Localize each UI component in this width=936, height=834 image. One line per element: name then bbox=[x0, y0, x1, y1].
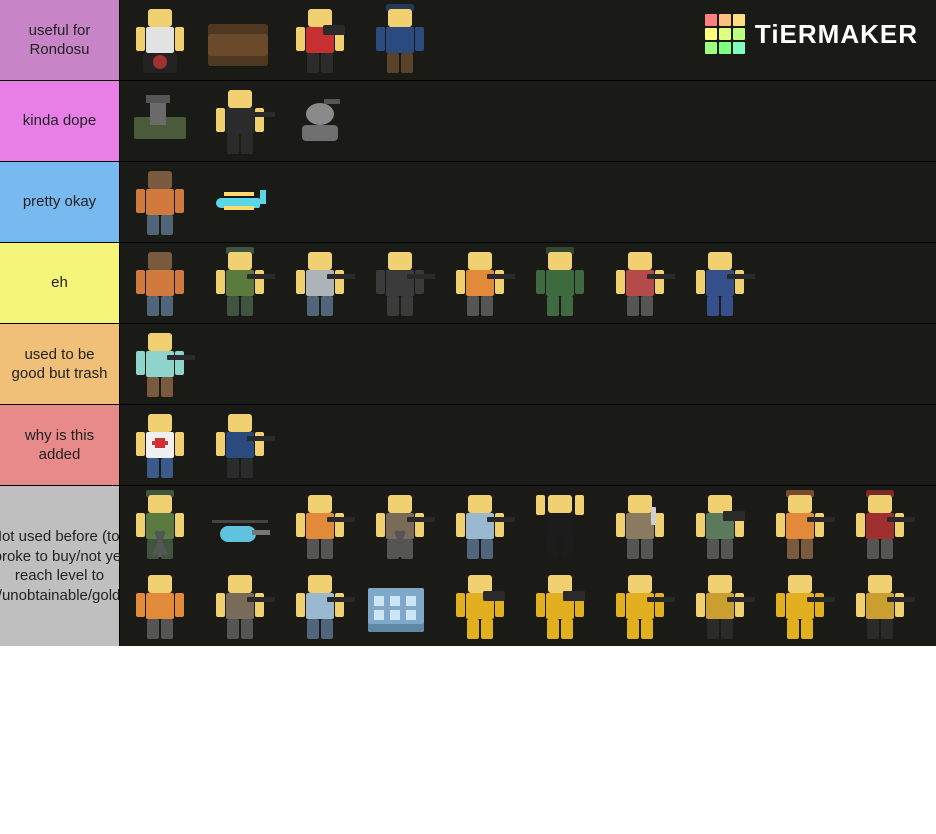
tier-item-demoman[interactable] bbox=[120, 243, 200, 323]
tier-item-golden-suit[interactable] bbox=[680, 566, 760, 646]
tier-item-blue-soldier[interactable] bbox=[200, 405, 280, 485]
tier-item-golden-dark[interactable] bbox=[840, 566, 920, 646]
tier-item-orange-worker[interactable] bbox=[120, 566, 200, 646]
tier-items bbox=[120, 486, 936, 646]
tier-item-cowboy[interactable] bbox=[760, 486, 840, 566]
tier-label[interactable]: Not used before (too broke to buy/not ye… bbox=[0, 486, 120, 646]
tier-row: pretty okay bbox=[0, 162, 936, 243]
tier-item-officer[interactable] bbox=[360, 0, 440, 80]
tier-row: used to be good but trash bbox=[0, 324, 936, 405]
tier-label[interactable]: used to be good but trash bbox=[0, 324, 120, 404]
tier-item-black-arms-up[interactable] bbox=[520, 486, 600, 566]
tier-item-military-base[interactable] bbox=[120, 81, 200, 161]
tier-row: Not used before (too broke to buy/not ye… bbox=[0, 486, 936, 646]
tier-item-helicopter[interactable] bbox=[200, 486, 280, 566]
tier-items bbox=[120, 405, 936, 485]
tier-item-green-soldier-2[interactable] bbox=[520, 243, 600, 323]
tier-item-mortar[interactable] bbox=[120, 486, 200, 566]
tier-item-knife[interactable] bbox=[600, 486, 680, 566]
tier-item-soldier-dark[interactable] bbox=[360, 243, 440, 323]
tier-item-golden-3[interactable] bbox=[760, 566, 840, 646]
tier-item-red-guy[interactable] bbox=[600, 243, 680, 323]
tier-item-golden-2[interactable] bbox=[600, 566, 680, 646]
tier-label[interactable]: kinda dope bbox=[0, 81, 120, 161]
tier-item-turret[interactable] bbox=[280, 81, 360, 161]
tiermaker-logo: TiERMAKER bbox=[705, 14, 918, 54]
tier-label[interactable]: useful for Rondosu bbox=[0, 0, 120, 80]
logo-text: TiERMAKER bbox=[755, 19, 918, 50]
tier-items bbox=[120, 162, 936, 242]
tier-item-freezer[interactable] bbox=[120, 324, 200, 404]
tier-item-scout-gray[interactable] bbox=[280, 243, 360, 323]
tier-item-ace-pilot[interactable] bbox=[200, 162, 280, 242]
tier-item-green-soldier[interactable] bbox=[200, 243, 280, 323]
tier-items bbox=[120, 243, 936, 323]
tier-item-medic[interactable] bbox=[120, 405, 200, 485]
tier-item-factory[interactable] bbox=[360, 566, 440, 646]
tier-item-golden-1[interactable] bbox=[520, 566, 600, 646]
tier-items bbox=[120, 81, 936, 161]
tier-item-archer[interactable] bbox=[200, 566, 280, 646]
tier-item-enforcer[interactable] bbox=[280, 566, 360, 646]
tier-item-minigunner[interactable] bbox=[280, 0, 360, 80]
tier-row: eh bbox=[0, 243, 936, 324]
tier-item-mechanic[interactable] bbox=[440, 486, 520, 566]
tier-label[interactable]: pretty okay bbox=[0, 162, 120, 242]
tier-label[interactable]: why is this added bbox=[0, 405, 120, 485]
tier-row: kinda dope bbox=[0, 81, 936, 162]
tier-items bbox=[120, 324, 936, 404]
tier-item-gladiator[interactable] bbox=[280, 486, 360, 566]
tier-item-brown-guy[interactable] bbox=[120, 162, 200, 242]
tier-item-hunter[interactable] bbox=[440, 243, 520, 323]
tier-item-blue-guy[interactable] bbox=[680, 243, 760, 323]
tier-row: why is this added bbox=[0, 405, 936, 486]
tier-item-farm[interactable] bbox=[200, 0, 280, 80]
tier-item-golden-mini[interactable] bbox=[440, 566, 520, 646]
tier-item-sniper[interactable] bbox=[360, 486, 440, 566]
tier-item-dj-duo[interactable] bbox=[120, 0, 200, 80]
tier-list: TiERMAKER useful for Rondosukinda dopepr… bbox=[0, 0, 936, 646]
tier-item-agent[interactable] bbox=[200, 81, 280, 161]
tier-item-shoulder-launcher[interactable] bbox=[680, 486, 760, 566]
tier-label[interactable]: eh bbox=[0, 243, 120, 323]
logo-grid-icon bbox=[705, 14, 745, 54]
tier-item-red-helmet[interactable] bbox=[840, 486, 920, 566]
